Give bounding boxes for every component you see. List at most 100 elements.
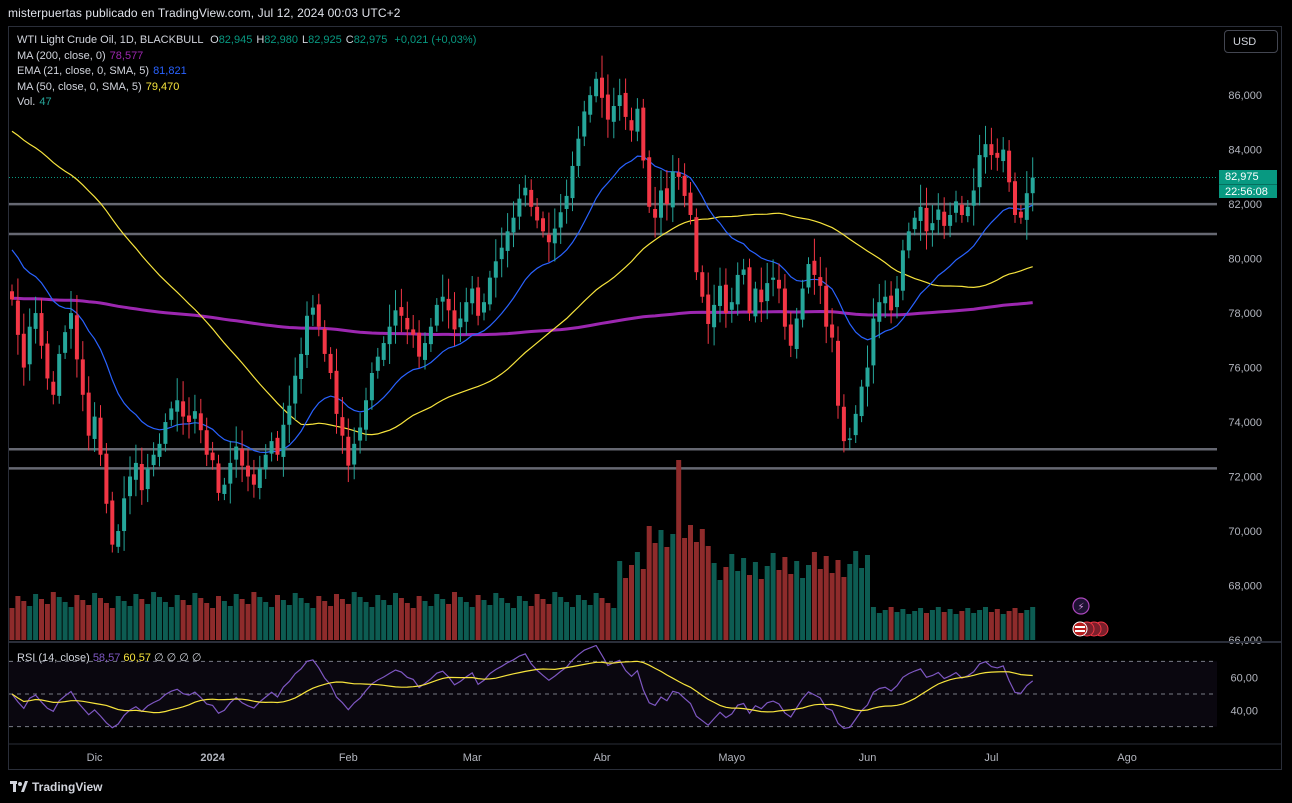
candle-body	[889, 295, 894, 311]
candle	[859, 379, 864, 423]
price-tick-label: 74,000	[1228, 417, 1262, 429]
chart-legend: WTI Light Crude Oil, 1D, BLACKBULL O82,9…	[17, 33, 476, 111]
volume-bar	[339, 599, 345, 640]
tradingview-logo[interactable]: TradingView	[10, 780, 102, 794]
candle-body	[446, 298, 451, 311]
volume-bar	[965, 608, 971, 640]
volume-bar	[204, 603, 210, 640]
candle	[434, 298, 439, 332]
volume-bar	[80, 600, 86, 640]
candle-body	[10, 291, 14, 300]
candle-body	[27, 326, 32, 365]
indicator-row[interactable]: MA (50, close, 0, SMA, 5) 79,470	[17, 80, 476, 96]
candle	[576, 126, 581, 178]
candle	[175, 378, 180, 432]
candle-body	[411, 329, 416, 335]
volume-bar	[186, 605, 192, 640]
candle	[800, 279, 805, 328]
candle	[116, 524, 121, 553]
candle	[145, 453, 150, 503]
candle-body	[275, 437, 280, 455]
candle	[187, 397, 191, 439]
candle-body	[116, 531, 121, 547]
indicator-row[interactable]: Vol. 47	[17, 95, 476, 111]
candle	[322, 320, 327, 362]
volume-bar	[499, 598, 505, 640]
volume-bar	[428, 606, 434, 640]
symbol-name[interactable]: WTI Light Crude Oil, 1D, BLACKBULL	[17, 34, 204, 46]
candle-body	[853, 413, 858, 436]
candle	[995, 138, 1000, 171]
candle	[257, 455, 262, 500]
candle	[1007, 140, 1012, 192]
time-axis[interactable]: Dic 2024 Feb Mar Abr Mayo Jun Jul Ago	[9, 743, 1281, 764]
candle-body	[240, 448, 245, 466]
time-tick-label: Jul	[984, 752, 998, 764]
candle	[605, 74, 610, 138]
candle-body	[676, 172, 681, 177]
candle	[558, 194, 563, 244]
candle	[653, 186, 658, 238]
candle	[181, 381, 186, 435]
rsi-ma-line[interactable]	[11, 660, 1033, 714]
candle-body	[92, 416, 97, 439]
time-tick-label: Mayo	[718, 752, 745, 764]
us-flag-icon[interactable]	[1072, 621, 1088, 637]
volume-bar	[570, 607, 575, 640]
candle	[841, 394, 846, 453]
volume-bar	[145, 604, 151, 640]
volume-bar	[776, 570, 782, 640]
volume-bar	[540, 599, 546, 640]
candle-body	[1024, 193, 1029, 220]
rsi-line[interactable]	[11, 645, 1034, 730]
candle-body	[806, 264, 811, 288]
ohlc-values: O82,945 H82,980 L82,925 C82,975	[206, 34, 387, 46]
volume-bar	[534, 594, 540, 640]
ohlc-value: 82,945	[218, 34, 253, 46]
volume-bar	[404, 603, 410, 640]
indicator-row[interactable]: MA (200, close, 0) 78,577	[17, 49, 476, 65]
rsi-label[interactable]: RSI (14, close)	[17, 652, 90, 664]
candle	[216, 454, 221, 501]
candle	[163, 413, 168, 452]
candle-body	[257, 468, 262, 488]
volume-bar	[587, 605, 593, 640]
ma200-line[interactable]	[11, 296, 1033, 337]
volume-bar	[233, 594, 239, 640]
volume-bar	[280, 600, 286, 640]
candle	[747, 258, 752, 321]
volume-bar	[823, 556, 829, 640]
event-markers[interactable]: ⚡	[1072, 597, 1109, 637]
currency-button[interactable]: USD	[1224, 30, 1278, 53]
candle-body	[440, 296, 445, 302]
volume-bars	[9, 460, 1036, 640]
volume-bar	[723, 567, 729, 640]
volume-bar	[269, 607, 275, 640]
candle	[98, 405, 103, 467]
candle	[310, 295, 315, 326]
candle-body	[576, 138, 581, 166]
candle	[340, 396, 345, 454]
price-axis[interactable]: 88,00086,00084,00082,00080,00078,00076,0…	[1228, 36, 1262, 647]
candle-body	[824, 285, 829, 327]
candle-body	[104, 453, 109, 504]
price-tick-label: 76,000	[1228, 363, 1262, 375]
ma50-line[interactable]	[11, 130, 1033, 436]
volume-bar	[782, 557, 788, 640]
last-price-tag: 82,975	[1219, 169, 1277, 184]
ema21-line[interactable]	[11, 155, 1033, 454]
candle-body	[328, 353, 333, 374]
volume-bar	[664, 547, 670, 640]
candle-body	[883, 296, 888, 304]
candle	[446, 278, 451, 329]
indicator-row[interactable]: EMA (21, close, 0, SMA, 5) 81,821	[17, 64, 476, 80]
lightning-icon[interactable]	[1072, 597, 1090, 615]
candle	[27, 308, 32, 381]
volume-bar	[640, 569, 646, 640]
candle-body	[399, 307, 404, 316]
moving-average-lines	[11, 130, 1033, 454]
volume-bar	[528, 606, 534, 640]
volume-bar	[139, 599, 145, 640]
candle-body	[51, 381, 56, 395]
